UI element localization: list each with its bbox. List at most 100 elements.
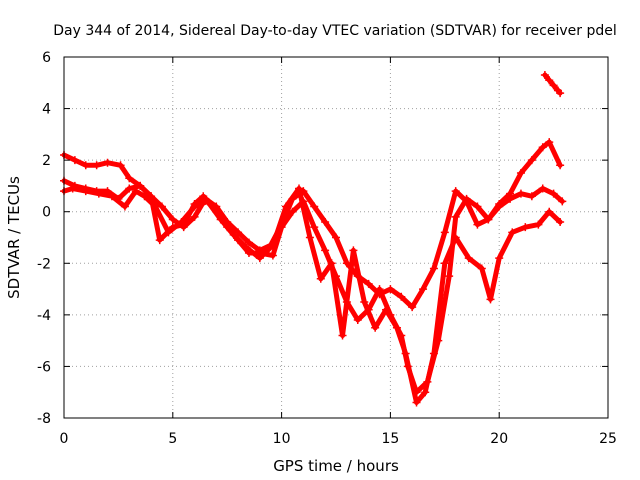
data-point [538,143,547,152]
y-tick-label: -4 [37,308,51,324]
data-point [81,161,90,170]
data-point [429,349,438,358]
data-point [234,228,243,237]
data-point [310,202,319,211]
data-point [332,233,340,242]
data-point [545,207,554,216]
data-point [131,187,140,196]
data-point [445,272,454,281]
data-point [364,279,373,288]
data-point [419,285,428,294]
data-point [120,202,129,211]
data-point [527,156,536,165]
data-point [549,189,558,198]
data-point [155,236,164,245]
data-point [477,264,486,273]
data-point [94,189,103,198]
data-point [151,202,160,211]
data-point [516,189,525,198]
data-point [451,187,460,196]
y-axis-label: SDTVAR / TECUs [5,176,23,299]
data-point [242,243,251,252]
data-point [534,220,543,229]
y-tick-label: 4 [42,102,51,118]
data-point [495,199,504,208]
data-point [486,295,495,304]
series-track-c [60,184,565,407]
data-point [81,187,90,196]
x-axis-label: GPS time / hours [273,457,399,475]
data-point [392,323,401,332]
axis-ticks: 0 5 10 15 20 25 -8 -6 -4 -2 0 2 4 6 [37,50,617,447]
data-point [521,223,530,232]
data-point [321,246,330,255]
data-point [462,194,471,203]
y-tick-label: -6 [37,359,51,375]
x-tick-label: 15 [381,431,399,447]
data-point [305,233,314,242]
data-point [440,228,449,237]
data-point [421,388,430,397]
data-point [397,292,406,301]
x-tick-label: 5 [168,431,177,447]
data-point [371,323,380,332]
data-point [288,207,297,216]
data-point [349,246,358,255]
data-point [412,398,421,407]
data-point [281,202,290,211]
data-point [164,228,173,237]
data-series [60,71,567,407]
data-point [268,251,277,260]
data-point [440,259,449,268]
data-point [408,303,417,312]
data-point [116,161,125,170]
data-point [295,184,304,193]
data-point [495,254,504,263]
data-point [244,238,253,247]
data-point [451,212,460,221]
grid [64,57,608,418]
y-tick-label: 6 [42,50,51,66]
data-point [556,161,565,170]
x-tick-label: 0 [60,431,69,447]
data-point [558,197,567,206]
data-point [508,228,517,237]
data-point [556,218,565,227]
data-point [545,76,554,85]
data-point [92,161,101,170]
data-point [338,331,347,340]
data-point [401,349,410,358]
x-tick-label: 20 [490,431,508,447]
data-point [540,71,549,80]
data-point [538,184,547,193]
data-point [353,316,362,325]
series-track-d [540,71,565,98]
data-point [429,264,438,273]
y-tick-label: -8 [37,411,51,427]
data-point [216,215,225,224]
data-point [556,89,565,98]
data-point [229,230,238,239]
y-tick-label: 0 [42,205,51,221]
series-line [61,186,563,405]
data-point [545,138,554,147]
data-point [321,218,330,227]
data-point [70,156,79,165]
y-tick-label: 2 [42,153,51,169]
data-point [177,218,186,227]
plot-frame [63,56,609,419]
y-tick-label: -2 [37,256,51,272]
data-point [382,305,391,314]
data-point [125,184,134,193]
data-point [464,254,473,263]
data-point [527,192,536,201]
x-tick-label: 25 [599,431,617,447]
series-line [61,139,563,395]
data-point [136,181,145,190]
data-point [506,189,515,198]
data-point [316,274,325,283]
data-point [375,285,384,294]
data-point [451,233,460,242]
data-point [68,184,77,193]
